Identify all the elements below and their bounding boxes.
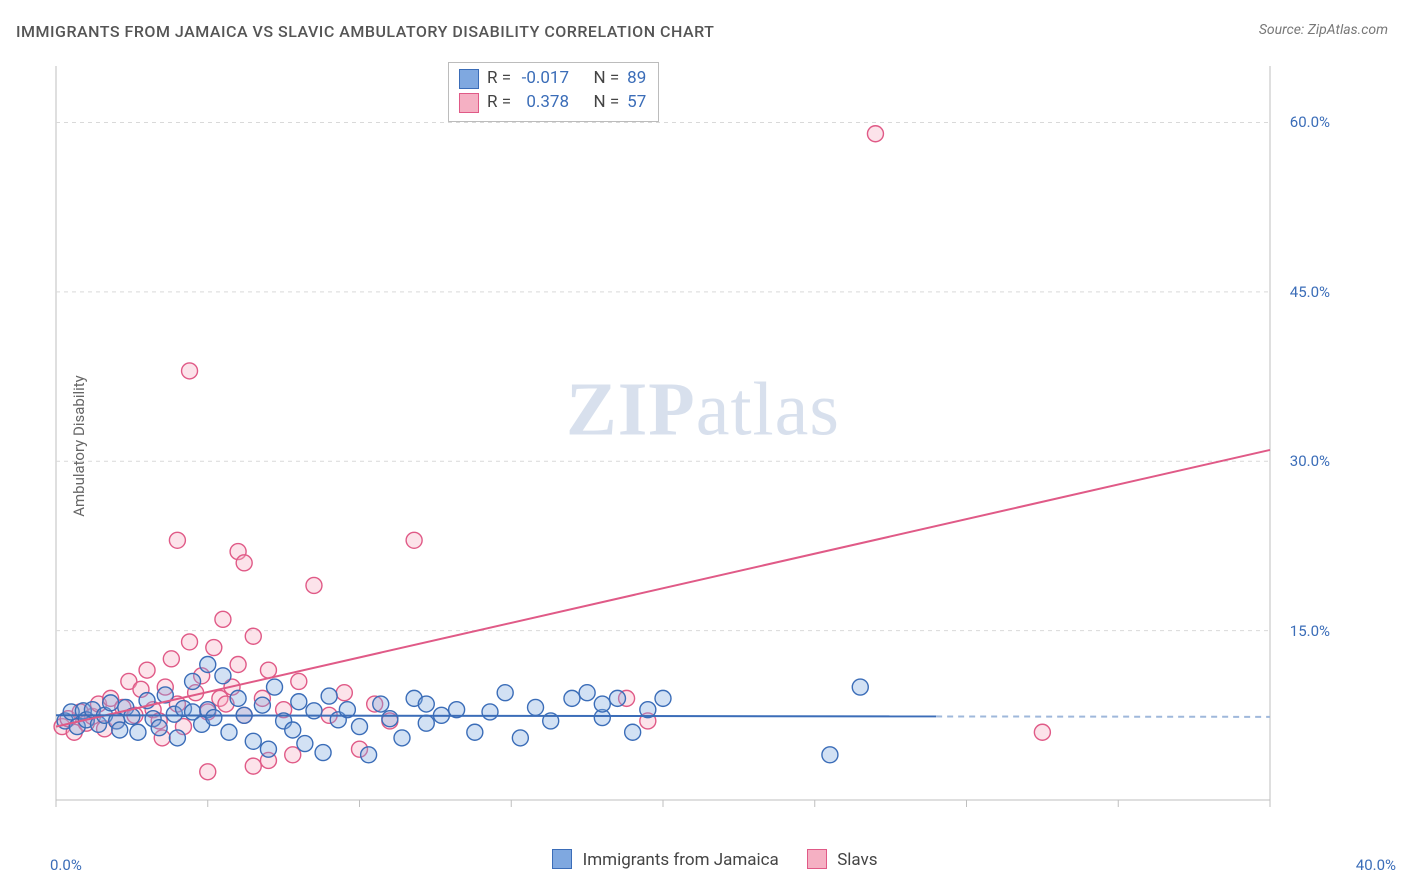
x-axis-max-label: 40.0% — [1356, 856, 1396, 874]
legend-swatch-jamaica — [552, 849, 572, 869]
plot-area: 15.0% 30.0% 45.0% 60.0% — [50, 60, 1340, 830]
r-value-slavs: 0.378 — [519, 91, 569, 115]
stats-row-slavs: R = 0.378 N = 57 — [459, 91, 646, 115]
source-attribution: Source: ZipAtlas.com — [1259, 22, 1388, 38]
n-symbol: N = — [593, 67, 619, 91]
n-symbol: N = — [593, 91, 619, 115]
n-value-slavs: 57 — [627, 91, 646, 115]
y-tick-label: 30.0% — [1290, 452, 1330, 470]
swatch-slavs — [459, 93, 479, 113]
stats-row-jamaica: R = -0.017 N = 89 — [459, 67, 646, 91]
y-tick-label: 60.0% — [1290, 113, 1330, 131]
bottom-legend: Immigrants from Jamaica Slavs — [0, 849, 1406, 870]
plot-svg — [50, 60, 1340, 830]
y-tick-label: 45.0% — [1290, 283, 1330, 301]
legend-swatch-slavs — [807, 849, 827, 869]
r-symbol: R = — [487, 67, 511, 91]
y-tick-label: 15.0% — [1290, 622, 1330, 640]
r-symbol: R = — [487, 91, 511, 115]
chart-title: IMMIGRANTS FROM JAMAICA VS SLAVIC AMBULA… — [16, 22, 714, 41]
legend-label-slavs: Slavs — [837, 850, 877, 870]
source-label: Source: — [1259, 22, 1308, 38]
x-axis-min-label: 0.0% — [50, 856, 82, 874]
n-value-jamaica: 89 — [627, 67, 646, 91]
swatch-jamaica — [459, 69, 479, 89]
r-value-jamaica: -0.017 — [519, 67, 569, 91]
stats-legend-box: R = -0.017 N = 89 R = 0.378 N = 57 — [448, 62, 659, 122]
source-name: ZipAtlas.com — [1308, 22, 1388, 38]
legend-label-jamaica: Immigrants from Jamaica — [583, 850, 779, 870]
